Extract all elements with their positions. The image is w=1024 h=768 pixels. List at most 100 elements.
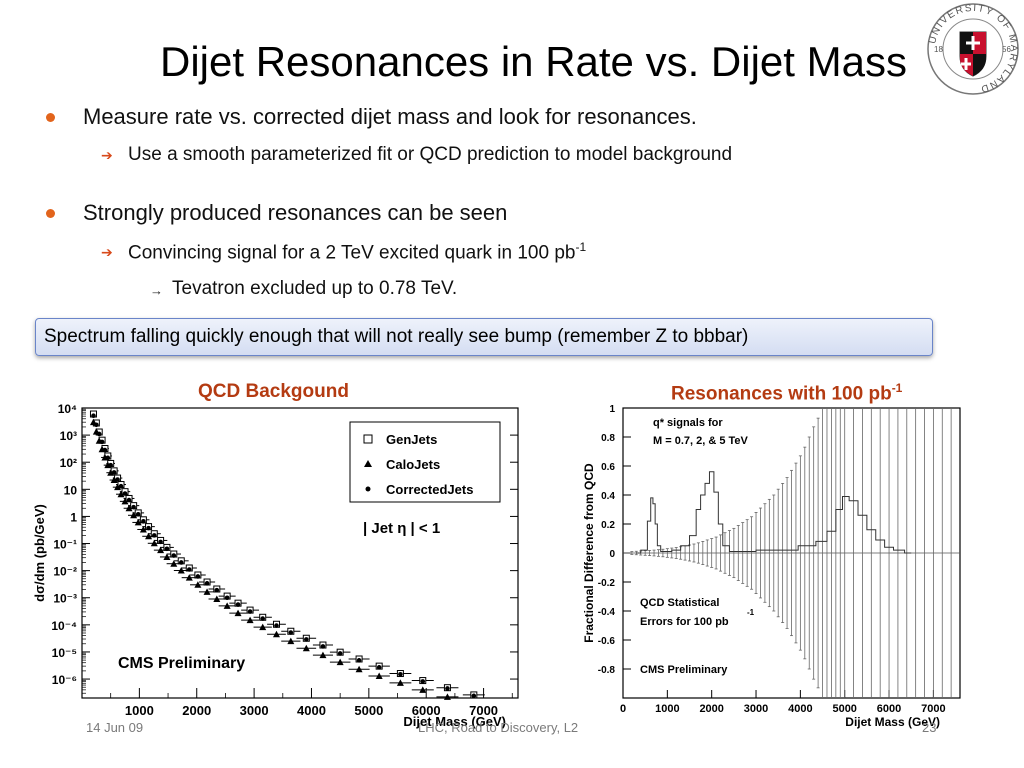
calojets-point: [302, 644, 310, 652]
calojets-point: [443, 693, 451, 700]
left-chart-title: QCD Backgound: [198, 381, 349, 402]
correctedjets-point: [288, 630, 294, 635]
y-tick-label: -0.6: [598, 636, 616, 647]
calojets-point: [163, 553, 171, 560]
correctedjets-point: [96, 431, 102, 437]
y-tick-label: 10⁻¹: [53, 538, 77, 552]
correctedjets-point: [115, 477, 120, 482]
correctedjets-point: [158, 539, 163, 545]
correctedjets-point: [235, 602, 241, 607]
y-tick-label: 0.4: [601, 491, 615, 502]
x-axis-label: Dijet Mass (GeV): [845, 715, 940, 729]
correctedjets-point: [111, 470, 117, 475]
calojets-point: [170, 560, 178, 567]
y-tick-label: 1: [609, 404, 615, 415]
correctedjets-point: [94, 422, 99, 428]
arrow-right-small-icon: →: [150, 283, 163, 298]
sub-bullet-signal: Convincing signal for a 2 TeV excited qu…: [128, 240, 586, 264]
calojets-point: [150, 539, 158, 547]
calojets-point: [396, 679, 404, 686]
calojets-point: [110, 476, 118, 484]
correctedjets-point: [102, 447, 108, 453]
calojets-point: [246, 616, 254, 624]
correctedjets-point: [135, 511, 141, 517]
calojets-point: [114, 483, 122, 491]
right-chart-title: Resonances with 100 pb-1: [671, 381, 902, 405]
cms-preliminary-label: CMS Preliminary: [118, 655, 245, 672]
correctedjets-point: [151, 533, 157, 538]
x-tick-label: 0: [620, 703, 626, 715]
correctedjets-point: [126, 497, 132, 503]
correctedjets-point: [398, 671, 403, 677]
errors-annotation: Errors for 100 pb: [640, 616, 729, 628]
legend-marker-genjets: [363, 434, 373, 444]
calojets-point: [234, 609, 242, 617]
correctedjets-point: [146, 525, 151, 531]
calojets-point: [134, 518, 142, 526]
legend-box: [349, 421, 501, 503]
correctedjets-point: [420, 679, 426, 684]
y-tick-label: -0.2: [598, 578, 616, 589]
masses-annotation: M = 0.7, 2, & 5 TeV: [653, 435, 749, 447]
x-tick-label: 7000: [921, 703, 945, 715]
calojets-point: [130, 511, 138, 519]
calojets-point: [203, 588, 211, 595]
correctedjets-point: [105, 455, 111, 461]
qcd-background-chart: 10⁴ 10³ 10² 10 1 10⁻¹ 10⁻² 10⁻³ 10⁻⁴ 10⁻⁵ 10⁻⁶ 1000…: [32, 402, 519, 729]
eta-cut-annotation: | Jet η | < 1: [363, 520, 440, 537]
y-axis-label: dσ/dm (pb/GeV): [32, 504, 47, 602]
signals-annotation: q* signals for: [653, 417, 723, 429]
arrow-right-icon: ➔: [101, 244, 113, 260]
y-tick-label: 1: [70, 510, 77, 524]
correctedjets-point: [471, 693, 477, 699]
x-tick-label: 3000: [240, 703, 269, 718]
calojets-point: [107, 469, 115, 476]
y-tick-label: 10⁻⁵: [52, 646, 77, 660]
bullet-measure-rate: Measure rate vs. corrected dijet mass an…: [83, 104, 697, 129]
right-chart-title-text: Resonances with 100 pb: [671, 383, 892, 405]
footer-date: 14 Jun 09: [86, 720, 144, 735]
y-tick-label: 10: [64, 483, 78, 497]
calojets-point: [419, 686, 427, 693]
correctedjets-point: [186, 567, 192, 572]
calojets-point: [177, 567, 185, 574]
bullet-dot: [46, 209, 55, 218]
correctedjets-point: [260, 616, 266, 621]
sub-sub-bullet-tevatron: Tevatron excluded up to 0.78 TeV.: [172, 278, 458, 299]
y-tick-label: -0.4: [598, 607, 616, 618]
y-tick-label: 10³: [60, 429, 77, 443]
calojets-point: [259, 623, 267, 631]
correctedjets-point: [337, 651, 343, 656]
correctedjets-point: [224, 595, 230, 601]
y-axis-label: Fractional Difference from QCD: [582, 463, 596, 643]
legend-label: CorrectedJets: [386, 482, 473, 497]
legend-marker-calojets: [364, 460, 372, 467]
calojets-point: [355, 665, 363, 673]
x-tick-label: 6000: [412, 703, 441, 718]
calojets-point: [157, 546, 165, 554]
x-axis-label: Dijet Mass (GeV): [403, 714, 506, 729]
sub-bullet-signal-text: Convincing signal for a 2 TeV excited qu…: [128, 242, 576, 264]
calojets-point: [121, 497, 129, 505]
calojets-point: [223, 602, 231, 609]
y-tick-label: 0: [609, 549, 615, 560]
errors-annotation-sup: -1: [747, 608, 755, 617]
correctedjets-point: [356, 658, 362, 663]
correctedjets-point: [91, 413, 96, 418]
y-tick-label: 0.2: [601, 520, 615, 531]
calojets-point: [117, 490, 125, 498]
footer-page-number: 23: [922, 720, 937, 735]
calojets-point: [185, 574, 193, 581]
x-tick-label: 6000: [877, 703, 901, 715]
x-tick-label: 2000: [182, 703, 211, 718]
x-tick-label: 4000: [297, 703, 326, 718]
legend-marker-correctedjets: [365, 486, 371, 492]
calojets-point: [287, 637, 295, 645]
x-tick-label: 5000: [832, 703, 856, 715]
qcd-stat-annotation: QCD Statistical: [640, 597, 719, 609]
x-tick-label: 1000: [125, 703, 154, 718]
y-tick-label: 10⁻⁴: [51, 619, 77, 633]
bullet-dot: [46, 113, 55, 122]
cms-preliminary-label: CMS Preliminary: [640, 664, 728, 676]
y-tick-label: 10⁻⁶: [52, 673, 77, 687]
